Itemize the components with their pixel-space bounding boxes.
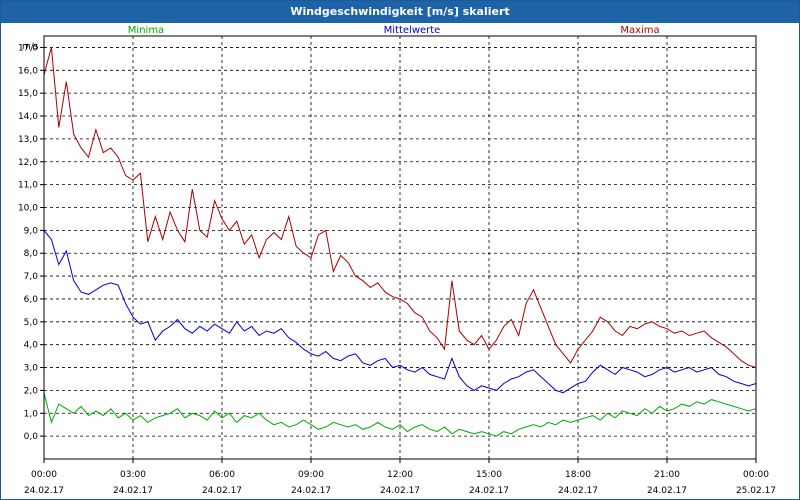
x-tick-date-label: 24.02.17 (380, 486, 420, 496)
legend-mittelwerte: Mittelwerte (384, 25, 441, 36)
x-tick-date-label: 24.02.17 (113, 486, 153, 496)
window-title: Windgeschwindigkeit [m/s] skaliert (1, 1, 799, 23)
legend-minima: Minima (128, 25, 164, 36)
x-tick-time-label: 15:00 (476, 470, 502, 480)
x-tick-date-label: 24.02.17 (558, 486, 598, 496)
y-axis-label: m/s (22, 42, 39, 52)
x-tick-time-label: 00:00 (31, 470, 57, 480)
y-tick-label: 2,0 (24, 386, 39, 396)
x-tick-date-label: 24.02.17 (469, 486, 509, 496)
y-tick-label: 9,0 (24, 226, 39, 236)
y-tick-label: 10,0 (18, 203, 38, 213)
legend-maxima: Maxima (620, 25, 659, 36)
y-tick-label: 0,0 (24, 432, 39, 442)
y-tick-label: 4,0 (24, 341, 39, 351)
x-tick-date-label: 24.02.17 (24, 486, 64, 496)
y-tick-label: 3,0 (24, 364, 39, 374)
y-tick-label: 7,0 (24, 272, 39, 282)
y-tick-label: 13,0 (18, 135, 38, 145)
x-tick-time-label: 18:00 (565, 470, 591, 480)
x-tick-time-label: 12:00 (387, 470, 413, 480)
y-tick-label: 6,0 (24, 295, 39, 305)
y-tick-label: 17,0 (18, 43, 38, 53)
x-tick-time-label: 21:00 (654, 470, 680, 480)
y-tick-label: 15,0 (18, 89, 38, 99)
x-tick-time-label: 03:00 (120, 470, 146, 480)
x-tick-date-label: 24.02.17 (647, 486, 687, 496)
series-line-minima (43, 392, 757, 437)
x-tick-time-label: 00:00 (743, 470, 769, 480)
x-tick-time-label: 06:00 (209, 470, 235, 480)
x-tick-date-label: 25.02.17 (736, 486, 776, 496)
y-tick-label: 16,0 (18, 66, 38, 76)
plot-border (43, 35, 757, 460)
y-tick-label: 1,0 (24, 409, 39, 419)
x-tick-date-label: 24.02.17 (202, 486, 242, 496)
series-line-maxima (43, 47, 757, 368)
y-tick-label: 11,0 (18, 181, 38, 191)
x-tick-time-label: 09:00 (298, 470, 324, 480)
y-tick-label: 5,0 (24, 318, 39, 328)
series-line-mittelwerte (43, 230, 757, 394)
y-tick-label: 12,0 (18, 158, 38, 168)
y-tick-label: 14,0 (18, 112, 38, 122)
x-tick-date-label: 24.02.17 (291, 486, 331, 496)
y-tick-label: 8,0 (24, 249, 39, 259)
